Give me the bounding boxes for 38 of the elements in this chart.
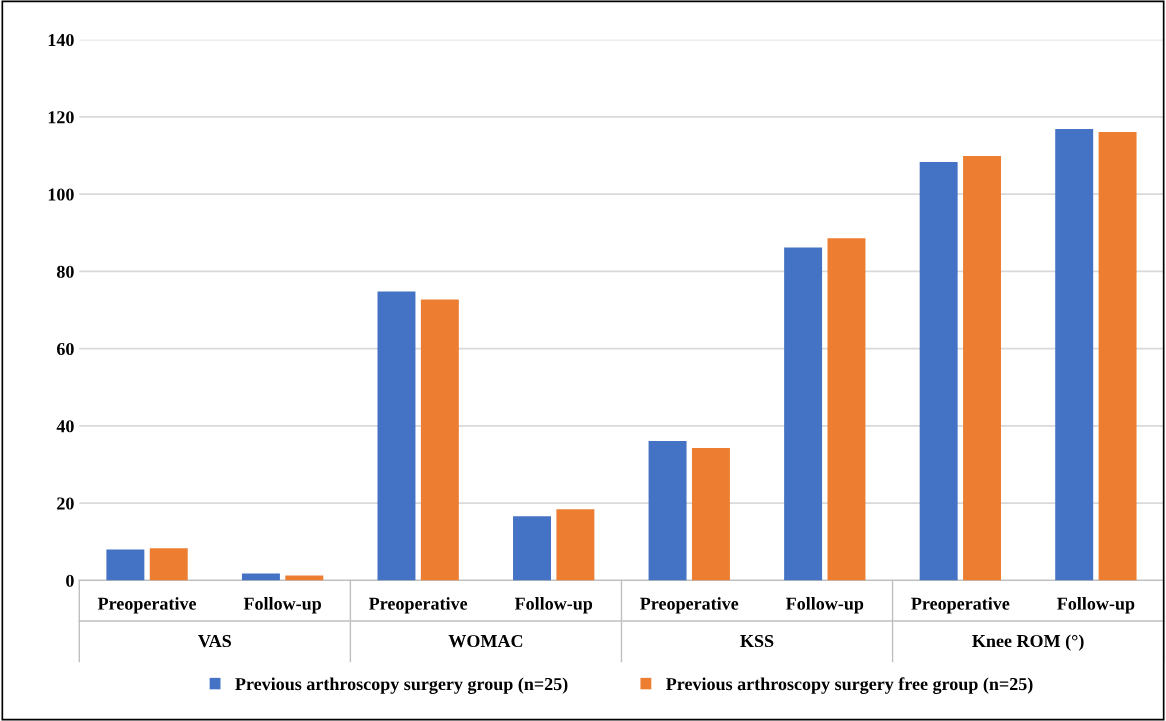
y-tick-label: 60: [56, 342, 74, 356]
bar: [691, 447, 730, 581]
y-tick-label: 100: [48, 188, 74, 201]
text: VAS: [198, 634, 231, 648]
bar: [784, 247, 823, 581]
y-tick-label: 120: [48, 111, 74, 124]
y-tick-label: 0: [66, 574, 74, 587]
bar: [377, 291, 416, 581]
x-tick-label: Preoperative: [97, 597, 197, 614]
bar: [513, 516, 551, 581]
y-tick-label: 140: [48, 33, 74, 47]
x-tick-label: Preoperative: [368, 597, 468, 614]
bar: [285, 575, 324, 581]
bar: [241, 573, 280, 581]
legend-label: Previous arthroscopy surgery group (n=25): [235, 677, 568, 694]
bar: [1055, 128, 1094, 581]
legend-label: Previous arthroscopy surgery free group (n=25): [666, 677, 1033, 694]
bar: [963, 155, 1002, 581]
x-tick-label: Follow-up: [1057, 597, 1135, 614]
x-tick-label: Follow-up: [514, 597, 593, 614]
bar: [1098, 131, 1137, 581]
bar: [919, 162, 958, 581]
x-tick-label: Preoperative: [640, 597, 739, 614]
bar: [420, 299, 459, 581]
y-tick-label: 40: [56, 420, 74, 433]
bar: [648, 440, 687, 581]
bar: [149, 548, 188, 581]
bar: [827, 238, 866, 581]
x-tick-label: Preoperative: [911, 597, 1010, 614]
y-tick-label: 20: [57, 497, 74, 510]
bar: [556, 509, 595, 581]
y-tick-label: 80: [56, 265, 74, 278]
x-tick-label: Follow-up: [243, 597, 322, 614]
x-tick-label: Follow-up: [785, 597, 864, 614]
text: WOMAC: [448, 634, 523, 648]
bar: [106, 549, 145, 581]
text: KSS: [740, 634, 774, 648]
text: Knee ROM (°): [972, 634, 1084, 651]
